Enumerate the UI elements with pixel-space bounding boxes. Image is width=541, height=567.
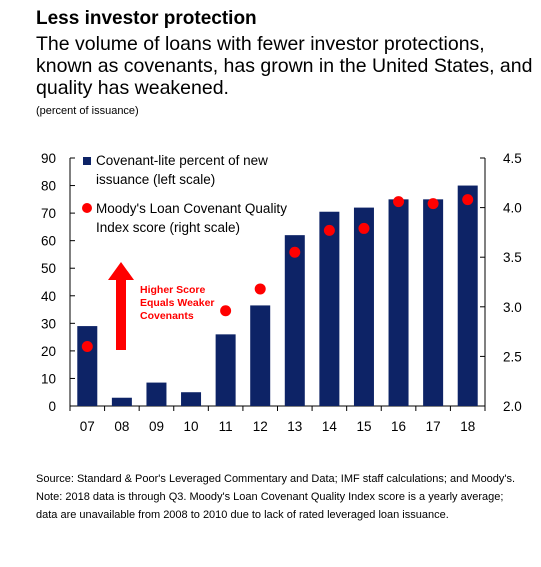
left-tick-label: 90 bbox=[41, 151, 56, 166]
legend: Covenant-lite percent of new issuance (le… bbox=[82, 153, 287, 235]
legend-label-bar: issuance (left scale) bbox=[96, 172, 215, 187]
dot bbox=[81, 340, 93, 352]
bar bbox=[77, 326, 98, 406]
chart-title: Less investor protection bbox=[36, 8, 257, 29]
dot bbox=[289, 246, 301, 258]
x-tick-label: 17 bbox=[426, 419, 441, 434]
right-tick-label: 4.0 bbox=[503, 201, 522, 216]
x-tick-label: 10 bbox=[184, 419, 199, 434]
x-tick-label: 18 bbox=[460, 419, 475, 434]
bar bbox=[146, 382, 167, 406]
bar bbox=[457, 185, 478, 406]
left-tick-label: 80 bbox=[41, 179, 56, 194]
bar bbox=[111, 397, 132, 406]
dot bbox=[393, 196, 405, 208]
left-tick-label: 10 bbox=[41, 371, 56, 386]
source-note: Source: Standard & Poor's Leveraged Comm… bbox=[36, 473, 516, 485]
x-tick-label: 07 bbox=[80, 419, 95, 434]
annotation-text: Covenants bbox=[140, 310, 194, 322]
annotation-arrow bbox=[108, 262, 134, 350]
legend-label-dot: Index score (right scale) bbox=[96, 220, 240, 235]
left-tick-label: 0 bbox=[48, 399, 56, 414]
x-tick-label: 13 bbox=[287, 419, 302, 434]
x-tick-label: 16 bbox=[391, 419, 406, 434]
bar bbox=[181, 392, 202, 406]
left-tick-label: 60 bbox=[41, 234, 56, 249]
chart: 0 10 20 30 40 50 60 70 80 90 2.0 2.5 3.0 3.5 4.0 4.5 07 0… bbox=[41, 151, 522, 434]
right-tick-label: 4.5 bbox=[503, 151, 522, 166]
axes: 0 10 20 30 40 50 60 70 80 90 2.0 2.5 3.0 3.5 4.0 4.5 07 0… bbox=[41, 151, 522, 434]
bar bbox=[388, 199, 409, 406]
dot bbox=[254, 283, 266, 295]
notes: Source: Standard & Poor's Leveraged Comm… bbox=[36, 470, 526, 524]
right-tick-label: 2.0 bbox=[503, 399, 522, 414]
bar bbox=[215, 334, 236, 406]
bar bbox=[284, 235, 305, 406]
annotation-text: Higher Score bbox=[140, 284, 206, 296]
bar bbox=[319, 211, 340, 406]
left-tick-label: 20 bbox=[41, 344, 56, 359]
legend-label-bar: Covenant-lite percent of new bbox=[96, 153, 268, 168]
left-tick-label: 30 bbox=[41, 316, 56, 331]
chart-subtitle: The volume of loans with fewer investor … bbox=[36, 33, 533, 99]
dot bbox=[358, 222, 370, 234]
left-tick-label: 40 bbox=[41, 289, 56, 304]
bar bbox=[423, 199, 444, 406]
legend-swatch-bar bbox=[83, 157, 91, 165]
dot bbox=[220, 305, 232, 317]
bar bbox=[353, 207, 374, 406]
dot-series bbox=[81, 194, 474, 352]
legend-label-dot: Moody's Loan Covenant Quality bbox=[96, 201, 287, 216]
left-tick-label: 50 bbox=[41, 261, 56, 276]
x-tick-label: 14 bbox=[322, 419, 338, 434]
unit-label: (percent of issuance) bbox=[36, 105, 139, 117]
bar-series bbox=[77, 185, 478, 406]
x-tick-label: 15 bbox=[356, 419, 371, 434]
data-note: Note: 2018 data is through Q3. Moody's L… bbox=[36, 491, 504, 521]
dot bbox=[462, 194, 474, 206]
x-tick-label: 12 bbox=[253, 419, 268, 434]
left-tick-label: 70 bbox=[41, 206, 56, 221]
annotation-text: Equals Weaker bbox=[140, 297, 215, 309]
x-tick-label: 11 bbox=[219, 419, 233, 434]
right-tick-label: 2.5 bbox=[503, 349, 522, 364]
legend-swatch-dot bbox=[82, 203, 92, 213]
dot bbox=[323, 224, 335, 236]
right-tick-label: 3.5 bbox=[503, 250, 522, 265]
x-tick-label: 09 bbox=[149, 419, 164, 434]
x-tick-label: 08 bbox=[114, 419, 129, 434]
bar bbox=[250, 305, 271, 406]
right-tick-label: 3.0 bbox=[503, 300, 522, 315]
dot bbox=[427, 198, 439, 210]
